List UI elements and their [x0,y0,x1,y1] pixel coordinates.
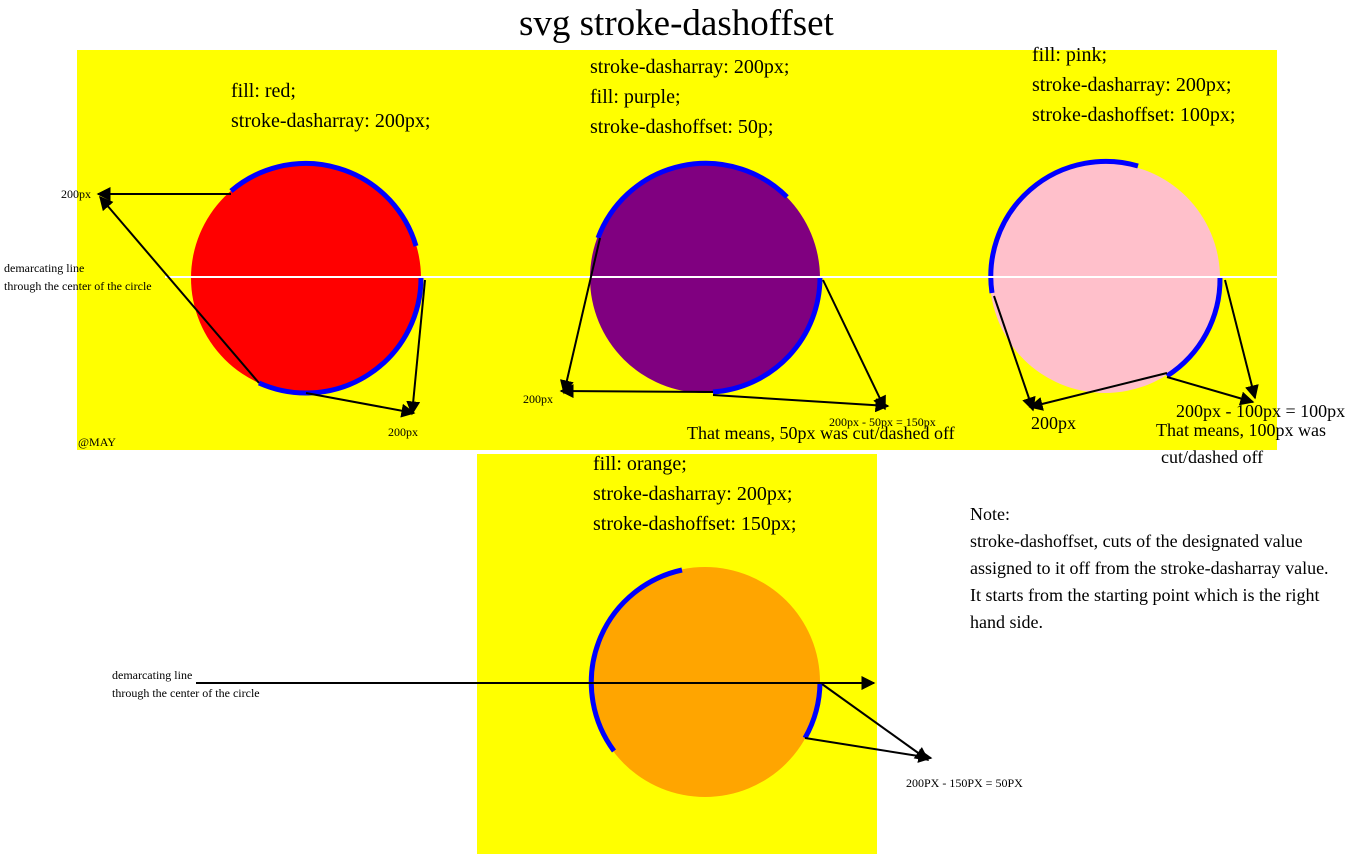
orange-arrow-diagonal [821,683,930,761]
purple-stroke-arc-top [595,160,789,239]
demarcation-label-top-2: through the center of the circle [4,279,152,293]
red-stroke-arc-top [229,160,419,247]
demarcation-label-bottom-1: demarcating line [112,668,193,682]
orange-code-fill: fill: orange; [593,453,687,475]
purple-arrow-left-diagonal [560,237,601,395]
purple-code-fill: fill: purple; [590,86,681,108]
red-label-bottom: 200px [388,425,418,439]
purple-explanation: That means, 50px was cut/dashed off [687,423,955,443]
orange-label-calc: 200PX - 150PX = 50PX [906,776,1023,790]
red-code-dasharray: stroke-dasharray: 200px; [231,110,431,132]
pink-arrow-right-horizontal [1166,376,1255,406]
red-stroke-arc-bottom [257,277,424,396]
note-line-3: It starts from the starting point which … [970,585,1320,605]
purple-arrow-right-diagonal [822,279,886,411]
pink-label-calc: 200px - 100px = 100px [1176,401,1346,421]
red-arrow-top-diagonal [99,195,260,384]
signature: @MAY [78,435,116,449]
purple-stroke-arc-bottom [712,277,823,395]
demarcation-label-top-1: demarcating line [4,261,85,275]
orange-code-dasharray: stroke-dasharray: 200px; [593,483,793,505]
page-title: svg stroke-dashoffset [519,3,834,44]
pink-arrow-right-diagonal [1224,279,1259,400]
note-heading: Note: [970,504,1010,524]
pink-arrow-left-diagonal [993,295,1036,412]
pink-explanation-1: That means, 100px was [1156,420,1326,440]
purple-code-dashoffset: stroke-dashoffset: 50p; [590,116,774,138]
note-line-4: hand side. [970,612,1043,632]
purple-arrow-right-horizontal [712,394,890,413]
red-arrow-bottom-right [406,279,426,416]
red-code-fill: fill: red; [231,80,296,102]
orange-stroke-arc-bottom [802,681,823,740]
pink-explanation-2: cut/dashed off [1161,447,1264,467]
pink-label-left: 200px [1031,413,1076,433]
pink-code-dasharray: stroke-dasharray: 200px; [1032,74,1232,96]
orange-arrow-horizontal [804,737,933,763]
red-label-top: 200px [61,187,91,201]
pink-stroke-arc-top [988,158,1139,294]
orange-stroke-arc-top [588,567,683,753]
purple-label-left: 200px [523,392,553,406]
pink-code-fill: fill: pink; [1032,44,1107,66]
purple-code-dasharray: stroke-dasharray: 200px; [590,56,790,78]
note-line-1: stroke-dashoffset, cuts of the designate… [970,531,1303,551]
red-circle-group [191,160,424,396]
orange-code-dashoffset: stroke-dashoffset: 150px; [593,513,797,535]
pink-code-dashoffset: stroke-dashoffset: 100px; [1032,104,1236,126]
pink-stroke-arc-bottom [1165,277,1223,379]
purple-arrow-left-horizontal [559,384,714,399]
pink-arrow-left-horizontal [1028,372,1168,411]
note-line-2: assigned to it off from the stroke-dasha… [970,558,1329,578]
purple-label-calc: 200px - 50px = 150px [829,415,936,429]
red-arrow-bottom-left [305,392,416,418]
demarcation-label-bottom-2: through the center of the circle [112,686,260,700]
